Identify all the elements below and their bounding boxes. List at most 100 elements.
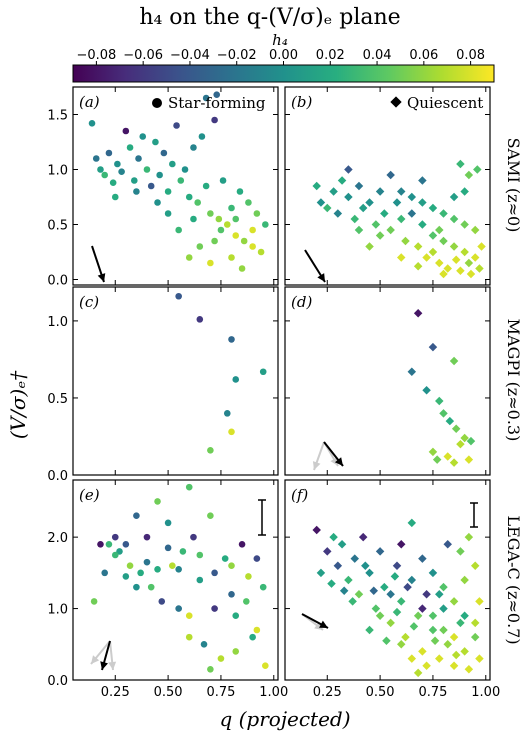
data-point [460, 575, 469, 585]
data-point [245, 573, 252, 580]
data-point [228, 428, 235, 436]
data-point [477, 242, 486, 251]
data-point [369, 586, 379, 595]
data-point [396, 540, 406, 549]
data-point [401, 632, 410, 642]
data-point [164, 188, 172, 195]
colorbar [72, 64, 495, 83]
y-tick-label: 0.5 [47, 219, 68, 234]
data-point [358, 532, 368, 542]
data-point [456, 266, 465, 275]
data-point [219, 177, 227, 184]
data-point [475, 597, 484, 606]
colorbar-tick-label: 0.00 [269, 48, 298, 63]
data-point [200, 640, 208, 648]
data-point [456, 159, 465, 169]
y-tick-label: 2.0 [47, 531, 68, 546]
data-point [428, 231, 438, 240]
data-point [185, 254, 193, 261]
data-point [470, 253, 480, 262]
data-point [133, 583, 140, 591]
data-point [259, 583, 267, 591]
direction-arrowhead [108, 661, 117, 670]
data-point [470, 632, 480, 642]
data-point [333, 561, 343, 570]
data-point [418, 198, 427, 207]
data-point [396, 597, 406, 606]
data-point [413, 242, 423, 251]
data-point [164, 544, 172, 552]
data-point [253, 626, 261, 634]
data-point [196, 551, 204, 559]
data-point [451, 424, 461, 434]
data-point [361, 561, 370, 570]
data-point [422, 590, 431, 599]
data-point [236, 188, 244, 195]
data-point [101, 569, 109, 577]
data-point [238, 540, 246, 548]
x-tick-label: 1.00 [259, 685, 288, 700]
data-point [259, 368, 267, 376]
colorbar-tick-label: −0.08 [76, 48, 116, 63]
data-point [211, 569, 218, 577]
data-point [407, 575, 417, 585]
data-point [365, 198, 374, 207]
data-point [164, 519, 172, 527]
row-label-magpi: MAGPI (z≈0.3) [504, 319, 520, 442]
data-point [109, 179, 117, 186]
data-point [196, 316, 204, 323]
data-point [111, 533, 119, 541]
data-point [375, 611, 385, 620]
data-point [137, 569, 144, 577]
colorbar-tick-label: 0.02 [316, 48, 345, 63]
data-point [380, 209, 389, 218]
data-point [473, 165, 482, 174]
data-point [464, 455, 474, 464]
data-point [316, 568, 326, 578]
data-point [396, 253, 406, 262]
data-point [139, 133, 147, 140]
x-tick-label: 0.25 [313, 685, 342, 700]
x-tick-label: 0.75 [206, 685, 235, 700]
data-point [202, 94, 210, 102]
colorbar-ticks: −0.08 −0.06 −0.04 −0.02 0.00 0.02 0.04 0.06 0.08 [76, 48, 485, 65]
data-point [409, 622, 419, 631]
data-point [154, 199, 161, 206]
data-point [232, 648, 240, 655]
y-axis-label: (V/σ)ₑ† [6, 370, 30, 439]
data-point [257, 248, 265, 256]
data-point [339, 586, 349, 595]
colorbar-label: h₄ [272, 31, 288, 49]
data-point [439, 604, 448, 613]
legend-label-quiescent: Quiescent [407, 94, 483, 112]
data-point [451, 255, 461, 264]
data-point [190, 144, 197, 151]
data-point [354, 181, 364, 191]
data-point [207, 259, 214, 267]
colorbar-tick-label: 0.08 [456, 48, 485, 63]
y-tick-label: 1.0 [47, 315, 68, 330]
data-point [232, 232, 240, 239]
data-point [403, 582, 412, 592]
panel-label: (e) [79, 486, 100, 504]
y-tick-label: 1.0 [47, 164, 68, 179]
data-point [130, 177, 138, 184]
direction-arrowhead [97, 273, 106, 282]
data-point [428, 625, 438, 635]
data-point [114, 160, 121, 168]
data-point [207, 210, 214, 217]
data-point [396, 187, 406, 196]
data-point [337, 540, 347, 549]
data-point [253, 555, 261, 562]
data-point [194, 199, 201, 206]
data-point [312, 525, 321, 535]
data-point [460, 187, 469, 196]
data-point [428, 342, 438, 352]
data-point [443, 640, 452, 649]
x-tick-label: 0.50 [366, 685, 395, 700]
row-label-legac: LEGA-C (z≈0.7) [504, 515, 520, 644]
data-point [223, 410, 231, 417]
data-point [344, 192, 353, 202]
direction-arrowhead [312, 461, 321, 470]
x-tick-label: 1.00 [471, 685, 500, 700]
